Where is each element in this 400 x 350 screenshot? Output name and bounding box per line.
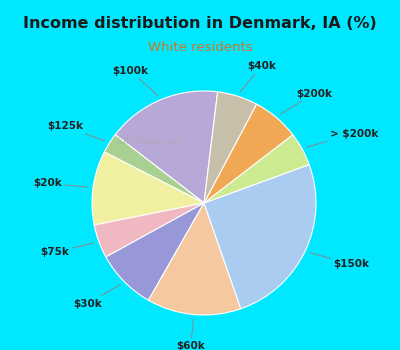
Wedge shape <box>204 104 293 203</box>
Text: White residents: White residents <box>148 41 252 54</box>
Text: > $200k: > $200k <box>307 129 378 147</box>
Text: $200k: $200k <box>280 89 332 114</box>
Text: $100k: $100k <box>113 66 158 96</box>
Wedge shape <box>204 92 256 203</box>
Text: $30k: $30k <box>73 285 120 309</box>
Wedge shape <box>104 135 204 203</box>
Wedge shape <box>204 135 309 203</box>
Wedge shape <box>106 203 204 300</box>
Text: $20k: $20k <box>33 178 88 188</box>
Text: $60k: $60k <box>176 320 205 350</box>
Text: $40k: $40k <box>240 61 276 92</box>
Wedge shape <box>115 91 218 203</box>
Wedge shape <box>148 203 241 315</box>
Wedge shape <box>92 152 204 225</box>
Wedge shape <box>204 164 316 309</box>
Text: $125k: $125k <box>47 121 105 141</box>
Wedge shape <box>94 203 204 257</box>
Text: City-Data.com: City-Data.com <box>114 137 182 146</box>
Text: Income distribution in Denmark, IA (%): Income distribution in Denmark, IA (%) <box>23 16 377 31</box>
Text: $75k: $75k <box>40 243 94 257</box>
Text: $150k: $150k <box>310 253 370 270</box>
